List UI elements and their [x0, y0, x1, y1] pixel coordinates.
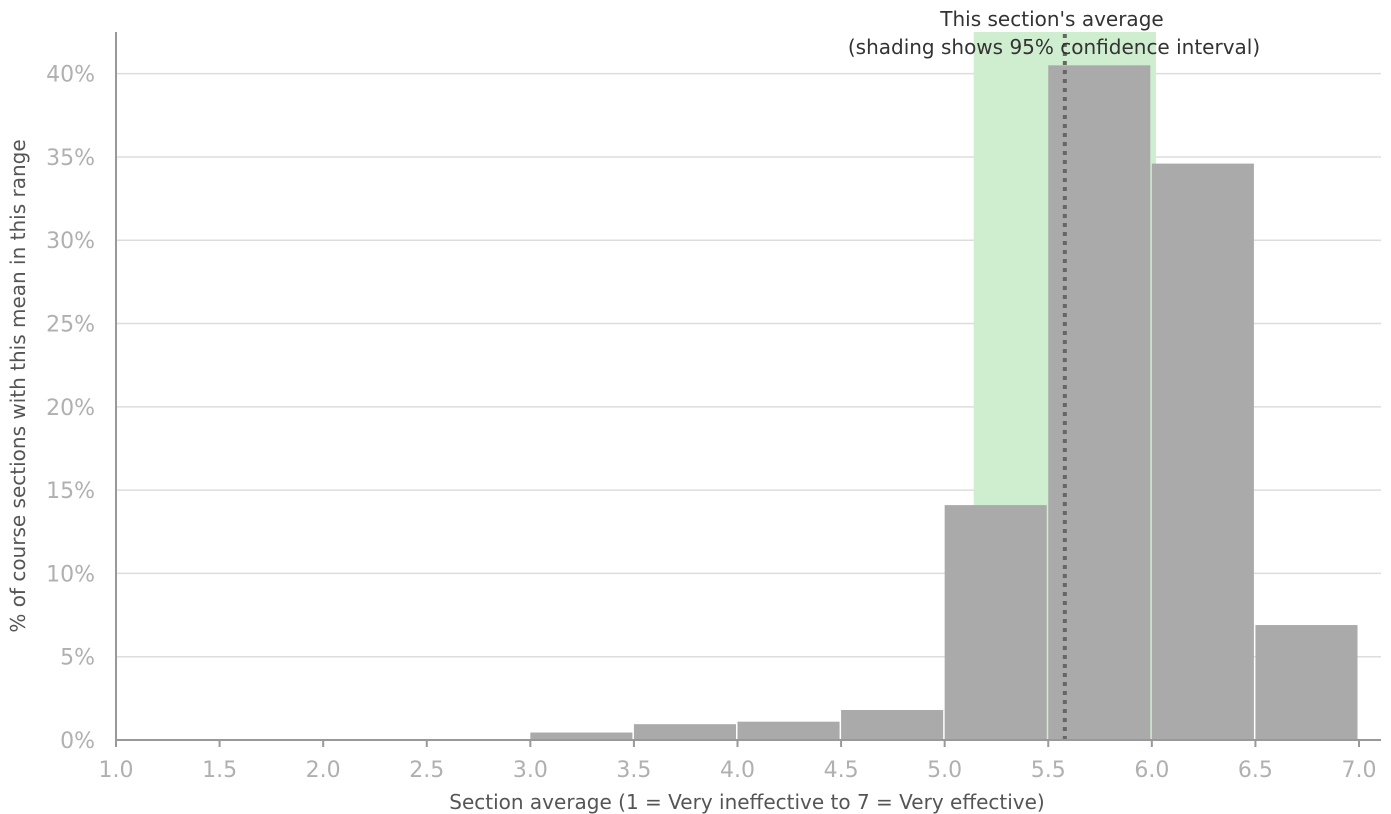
y-tick-label: 15%	[46, 479, 95, 504]
y-tick-label: 40%	[46, 63, 95, 88]
y-tick-label: 25%	[46, 313, 95, 338]
histogram-bar	[841, 710, 944, 740]
histogram-bar	[1048, 65, 1151, 741]
x-tick-label: 5.5	[1031, 758, 1066, 783]
x-tick-label: 4.5	[824, 758, 859, 783]
axes	[115, 32, 1381, 747]
histogram-bar	[1151, 163, 1254, 740]
gridlines	[116, 72, 1381, 658]
tick-labels: 0% 5% 10% 15% 20% 25% 30% 35% 40% 1.0 1.5 2.0 2.5 3.0…	[46, 63, 1376, 783]
histogram-bar	[1255, 625, 1358, 740]
x-tick-label: 1.5	[202, 758, 237, 783]
histogram-bar	[633, 724, 736, 740]
x-tick-label: 2.5	[409, 758, 444, 783]
x-tick-label: 4.0	[720, 758, 755, 783]
x-tick-label: 6.5	[1238, 758, 1273, 783]
annotation-line-2: (shading shows 95% confidence interval)	[848, 35, 1260, 59]
x-tick-label: 2.0	[306, 758, 341, 783]
y-tick-label: 20%	[46, 396, 95, 421]
y-tick-label: 0%	[60, 729, 95, 754]
x-tick-label: 3.5	[616, 758, 651, 783]
x-tick-label: 6.0	[1134, 758, 1169, 783]
annotation-line-1: This section's average	[939, 7, 1163, 31]
x-tick-label: 1.0	[99, 758, 134, 783]
x-tick-label: 7.0	[1342, 758, 1377, 783]
y-axis-title: % of course sections with this mean in t…	[6, 139, 30, 632]
y-tick-label: 10%	[46, 562, 95, 587]
histogram-bar	[944, 505, 1047, 740]
histogram-bars	[530, 65, 1358, 741]
histogram-bar	[530, 732, 633, 740]
y-tick-label: 5%	[60, 646, 95, 671]
x-tick-label: 3.0	[513, 758, 548, 783]
y-tick-label: 30%	[46, 229, 95, 254]
x-axis-title: Section average (1 = Very ineffective to…	[449, 790, 1044, 814]
histogram-bar	[737, 721, 840, 740]
x-tick-label: 5.0	[927, 758, 962, 783]
y-tick-label: 35%	[46, 146, 95, 171]
